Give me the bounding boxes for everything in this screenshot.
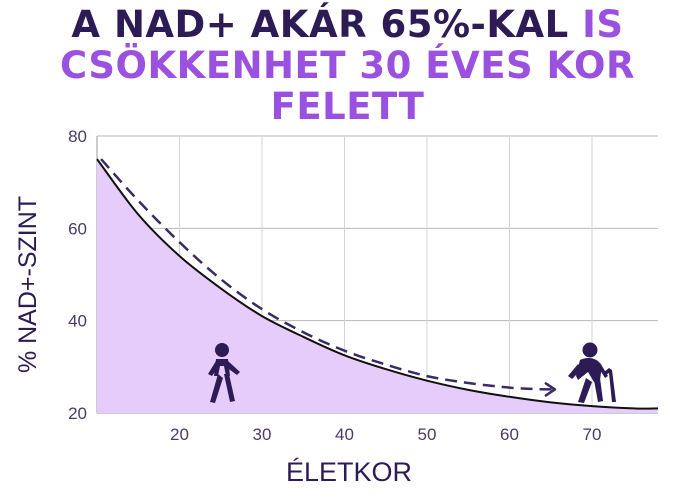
title-line-1-dark: A NAD+ AKÁR 65%-KAL [71,3,569,46]
icon-part [582,342,598,358]
y-axis-label: % NAD+-SZINT [14,196,42,373]
nad-dashed-line [100,158,555,391]
icon-part [568,364,582,379]
x-tick-label: 30 [253,425,272,444]
title-line-3: FELETT [270,85,425,128]
icon-part [226,361,240,375]
icon-part [215,343,229,357]
x-tick-label: 50 [418,425,437,444]
title-line-1: A NAD+ AKÁR 65%-KAL IS [0,4,695,45]
nad-solid-line [96,158,659,410]
x-tick-label: 70 [583,425,602,444]
icon-part [210,374,223,403]
icon-part [594,378,603,402]
y-tick-label: 40 [68,312,87,331]
icon-part [604,368,616,402]
y-tick-label: 80 [68,127,87,146]
icon-part [214,359,230,376]
y-tick-label: 20 [68,404,87,423]
elderly-person-with-cane-icon [568,342,616,403]
title-line-2: CSÖKKENHET 30 ÉVES KOR [60,44,635,87]
icon-part [224,374,235,402]
x-tick-label: 60 [500,425,519,444]
nad-area-fill [97,159,658,413]
icon-part [578,378,592,403]
y-tick-label: 60 [68,219,87,238]
walking-person-icon [208,343,240,403]
icon-part [208,361,219,376]
x-tick-label: 40 [335,425,354,444]
page-title: A NAD+ AKÁR 65%-KAL IS CSÖKKENHET 30 ÉVE… [0,4,695,127]
axis-ticks: 20 40 60 80 20 30 40 50 60 70 [68,127,601,444]
icon-part [576,358,602,382]
arrowhead-icon [544,382,557,397]
x-tick-label: 20 [170,425,189,444]
title-line-1-accent: IS [582,3,624,46]
x-axis-label: ÉLETKOR [286,457,412,487]
